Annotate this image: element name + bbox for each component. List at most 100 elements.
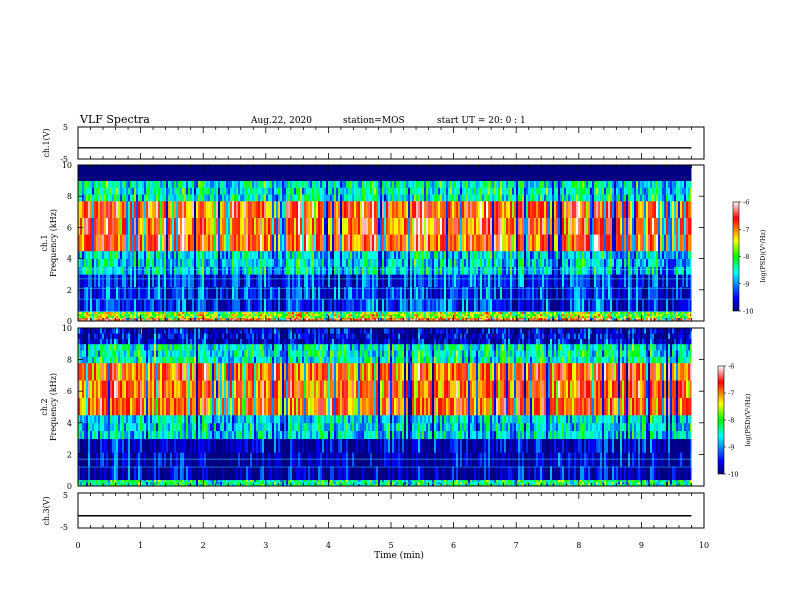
spectrogram-cell <box>156 317 159 320</box>
spectrogram-cell <box>498 187 501 195</box>
spectrogram-cell <box>178 318 181 321</box>
spectrogram-cell <box>456 315 459 319</box>
spectrogram-cell <box>462 175 465 181</box>
spectrogram-cell <box>156 200 159 218</box>
spectrogram-cell <box>458 180 461 188</box>
spectrogram-cell <box>436 187 439 195</box>
spectrogram-cell <box>180 175 183 181</box>
spectrogram-cell <box>480 266 483 275</box>
spectrogram-cell <box>328 299 331 313</box>
spectrogram-cell <box>332 200 335 218</box>
spectrogram-cell <box>184 299 187 313</box>
spectrogram-cell <box>444 200 447 218</box>
spectrogram-cell <box>374 187 377 195</box>
spectrogram-cell <box>212 311 215 315</box>
spectrogram-cell <box>326 170 329 176</box>
spectrogram-cell <box>92 318 95 321</box>
spectrogram-cell <box>324 299 327 313</box>
spectrogram-cell <box>212 274 215 288</box>
spectrogram-cell <box>140 317 143 320</box>
spectrogram-cell <box>226 165 229 171</box>
spectrogram-cell <box>232 317 235 320</box>
spectrogram-cell <box>330 299 333 313</box>
spectrogram-cell <box>172 180 175 188</box>
spectrogram-cell <box>88 170 91 176</box>
spectrogram-cell <box>486 274 489 288</box>
spectrogram-cell <box>422 165 425 171</box>
spectrogram-cell <box>300 315 303 319</box>
spectrogram-cell <box>402 200 405 218</box>
spectrogram-cell <box>458 250 461 259</box>
spectrogram-cell <box>534 234 537 252</box>
spectrogram-cell <box>512 250 515 259</box>
spectrogram-cell <box>428 266 431 275</box>
spectrogram-cell <box>204 170 207 176</box>
spectrogram-cell <box>246 200 249 218</box>
spectrogram-cell <box>158 286 161 300</box>
spectrogram-cell <box>498 250 501 259</box>
spectrogram-cell <box>102 175 105 181</box>
spectrogram-cell <box>268 315 271 319</box>
spectrogram-cell <box>274 200 277 218</box>
spectrogram-cell <box>348 250 351 259</box>
spectrogram-cell <box>288 234 291 252</box>
spectrogram-cell <box>334 175 337 181</box>
spectrogram-cell <box>244 187 247 195</box>
spectrogram-cell <box>356 217 359 235</box>
spectrogram-cell <box>420 311 423 315</box>
spectrogram-cell <box>412 274 415 288</box>
spectrogram-cell <box>526 170 529 176</box>
spectrogram-cell <box>538 180 541 188</box>
spectrogram-cell <box>318 313 321 317</box>
spectrogram-cell <box>472 250 475 259</box>
spectrogram-cell <box>146 299 149 313</box>
spectrogram-cell <box>316 315 319 319</box>
spectrogram-cell <box>328 258 331 267</box>
spectrogram-cell <box>354 234 357 252</box>
spectrogram-cell <box>262 258 265 267</box>
spectrogram-cell <box>514 187 517 195</box>
spectrogram-cell <box>292 317 295 320</box>
spectrogram-cell <box>280 318 283 321</box>
spectrogram-cell <box>342 175 345 181</box>
spectrogram-cell <box>330 170 333 176</box>
spectrogram-cell <box>436 299 439 313</box>
spectrogram-cell <box>356 180 359 188</box>
spectrogram-cell <box>468 165 471 171</box>
spectrogram-cell <box>298 187 301 195</box>
spectrogram-cell <box>362 187 365 195</box>
spectrogram-cell <box>450 250 453 259</box>
spectrogram-cell <box>440 299 443 313</box>
spectrogram-cell <box>360 200 363 218</box>
spectrogram-cell <box>186 299 189 313</box>
spectrogram-cell <box>480 175 483 181</box>
spectrogram-cell <box>494 313 497 317</box>
spectrogram-cell <box>238 194 241 202</box>
spectrogram-cell <box>360 258 363 267</box>
spectrogram-cell <box>174 318 177 321</box>
spectrogram-cell <box>202 311 205 315</box>
spectrogram-cell <box>388 258 391 267</box>
spectrogram-cell <box>424 175 427 181</box>
spectrogram-cell <box>466 200 469 218</box>
spectrogram-cell <box>370 266 373 275</box>
spectrogram-cell <box>382 234 385 252</box>
spectrogram-cell <box>274 175 277 181</box>
spectrogram-cell <box>354 286 357 300</box>
spectrogram-cell <box>306 317 309 320</box>
spectrogram-cell <box>254 299 257 313</box>
spectrogram-cell <box>366 318 369 321</box>
spectrogram-cell <box>200 200 203 218</box>
spectrogram-cell <box>514 274 517 288</box>
spectrogram-cell <box>280 180 283 188</box>
spectrogram-cell <box>480 286 483 300</box>
spectrogram-cell <box>298 175 301 181</box>
spectrogram-cell <box>378 234 381 252</box>
spectrogram-cell <box>248 313 251 317</box>
spectrogram-cell <box>104 217 107 235</box>
spectrogram-cell <box>402 274 405 288</box>
spectrogram-cell <box>348 170 351 176</box>
spectrogram-cell <box>178 175 181 181</box>
spectrogram-cell <box>214 311 217 315</box>
spectrogram-cell <box>224 200 227 218</box>
